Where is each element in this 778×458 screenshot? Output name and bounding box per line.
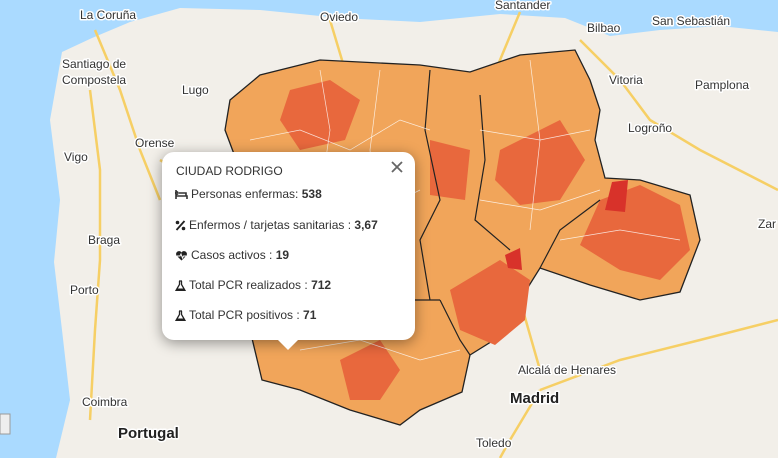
- heart-icon: [176, 251, 187, 261]
- place-label: Oviedo: [320, 10, 358, 24]
- place-label: Porto: [70, 283, 99, 297]
- place-label: Braga: [88, 233, 120, 247]
- info-row: Total PCR positivos : 71: [174, 307, 317, 323]
- row-label: Total PCR positivos :: [189, 308, 304, 322]
- info-row: Enfermos / tarjetas sanitarias : 3,67: [175, 217, 378, 233]
- row-value: 538: [301, 187, 322, 201]
- place-label: La Coruña: [80, 8, 136, 22]
- popup-title: CIUDAD RODRIGO: [176, 164, 283, 178]
- info-row: Total PCR realizados : 712: [174, 277, 332, 293]
- place-label: Coimbra: [82, 395, 128, 409]
- dark-spot: [505, 248, 522, 270]
- row-label: Casos activos :: [191, 248, 276, 262]
- place-label: Madrid: [510, 390, 559, 407]
- flask-icon: [174, 280, 187, 292]
- bed-icon: [174, 190, 188, 199]
- row-value: 3,67: [354, 218, 378, 232]
- row-label: Enfermos / tarjetas sanitarias :: [189, 218, 355, 232]
- popup-tip: [278, 340, 298, 350]
- place-label: Bilbao: [587, 21, 621, 35]
- row-value: 712: [311, 278, 332, 292]
- row-value: 71: [303, 308, 317, 322]
- percent-icon: [175, 220, 186, 231]
- place-label: Vigo: [64, 150, 88, 164]
- row-value: 19: [275, 248, 290, 262]
- close-button[interactable]: [390, 160, 404, 174]
- info-row: Casos activos : 19: [175, 247, 289, 263]
- place-label: Compostela: [62, 73, 126, 87]
- popup: CIUDAD RODRIGO Personas enfermas: 538 En…: [162, 152, 415, 350]
- flask-icon: [174, 310, 187, 322]
- edge-control: [0, 413, 11, 435]
- place-label: Orense: [135, 136, 175, 150]
- place-label: Pamplona: [695, 78, 749, 92]
- place-label: Toledo: [476, 436, 512, 450]
- place-label: Portugal: [118, 425, 179, 442]
- info-row: Personas enfermas: 538: [174, 186, 322, 202]
- dark-spot: [605, 180, 628, 212]
- place-label: Logroño: [628, 121, 672, 135]
- place-label: Alcalá de Henares: [518, 363, 616, 377]
- place-label: Zar: [758, 217, 776, 231]
- place-label: San Sebastián: [652, 14, 730, 28]
- place-label: Vitoria: [609, 73, 643, 87]
- row-label: Personas enfermas:: [191, 187, 302, 201]
- place-labels: La Coruña Oviedo Santander Bilbao San Se…: [61, 0, 778, 452]
- province-borders: [261, 69, 601, 356]
- place-label: Santander: [495, 0, 550, 12]
- place-label: Santiago de: [62, 57, 126, 71]
- place-label: Lugo: [182, 83, 209, 97]
- row-label: Total PCR realizados :: [189, 278, 312, 292]
